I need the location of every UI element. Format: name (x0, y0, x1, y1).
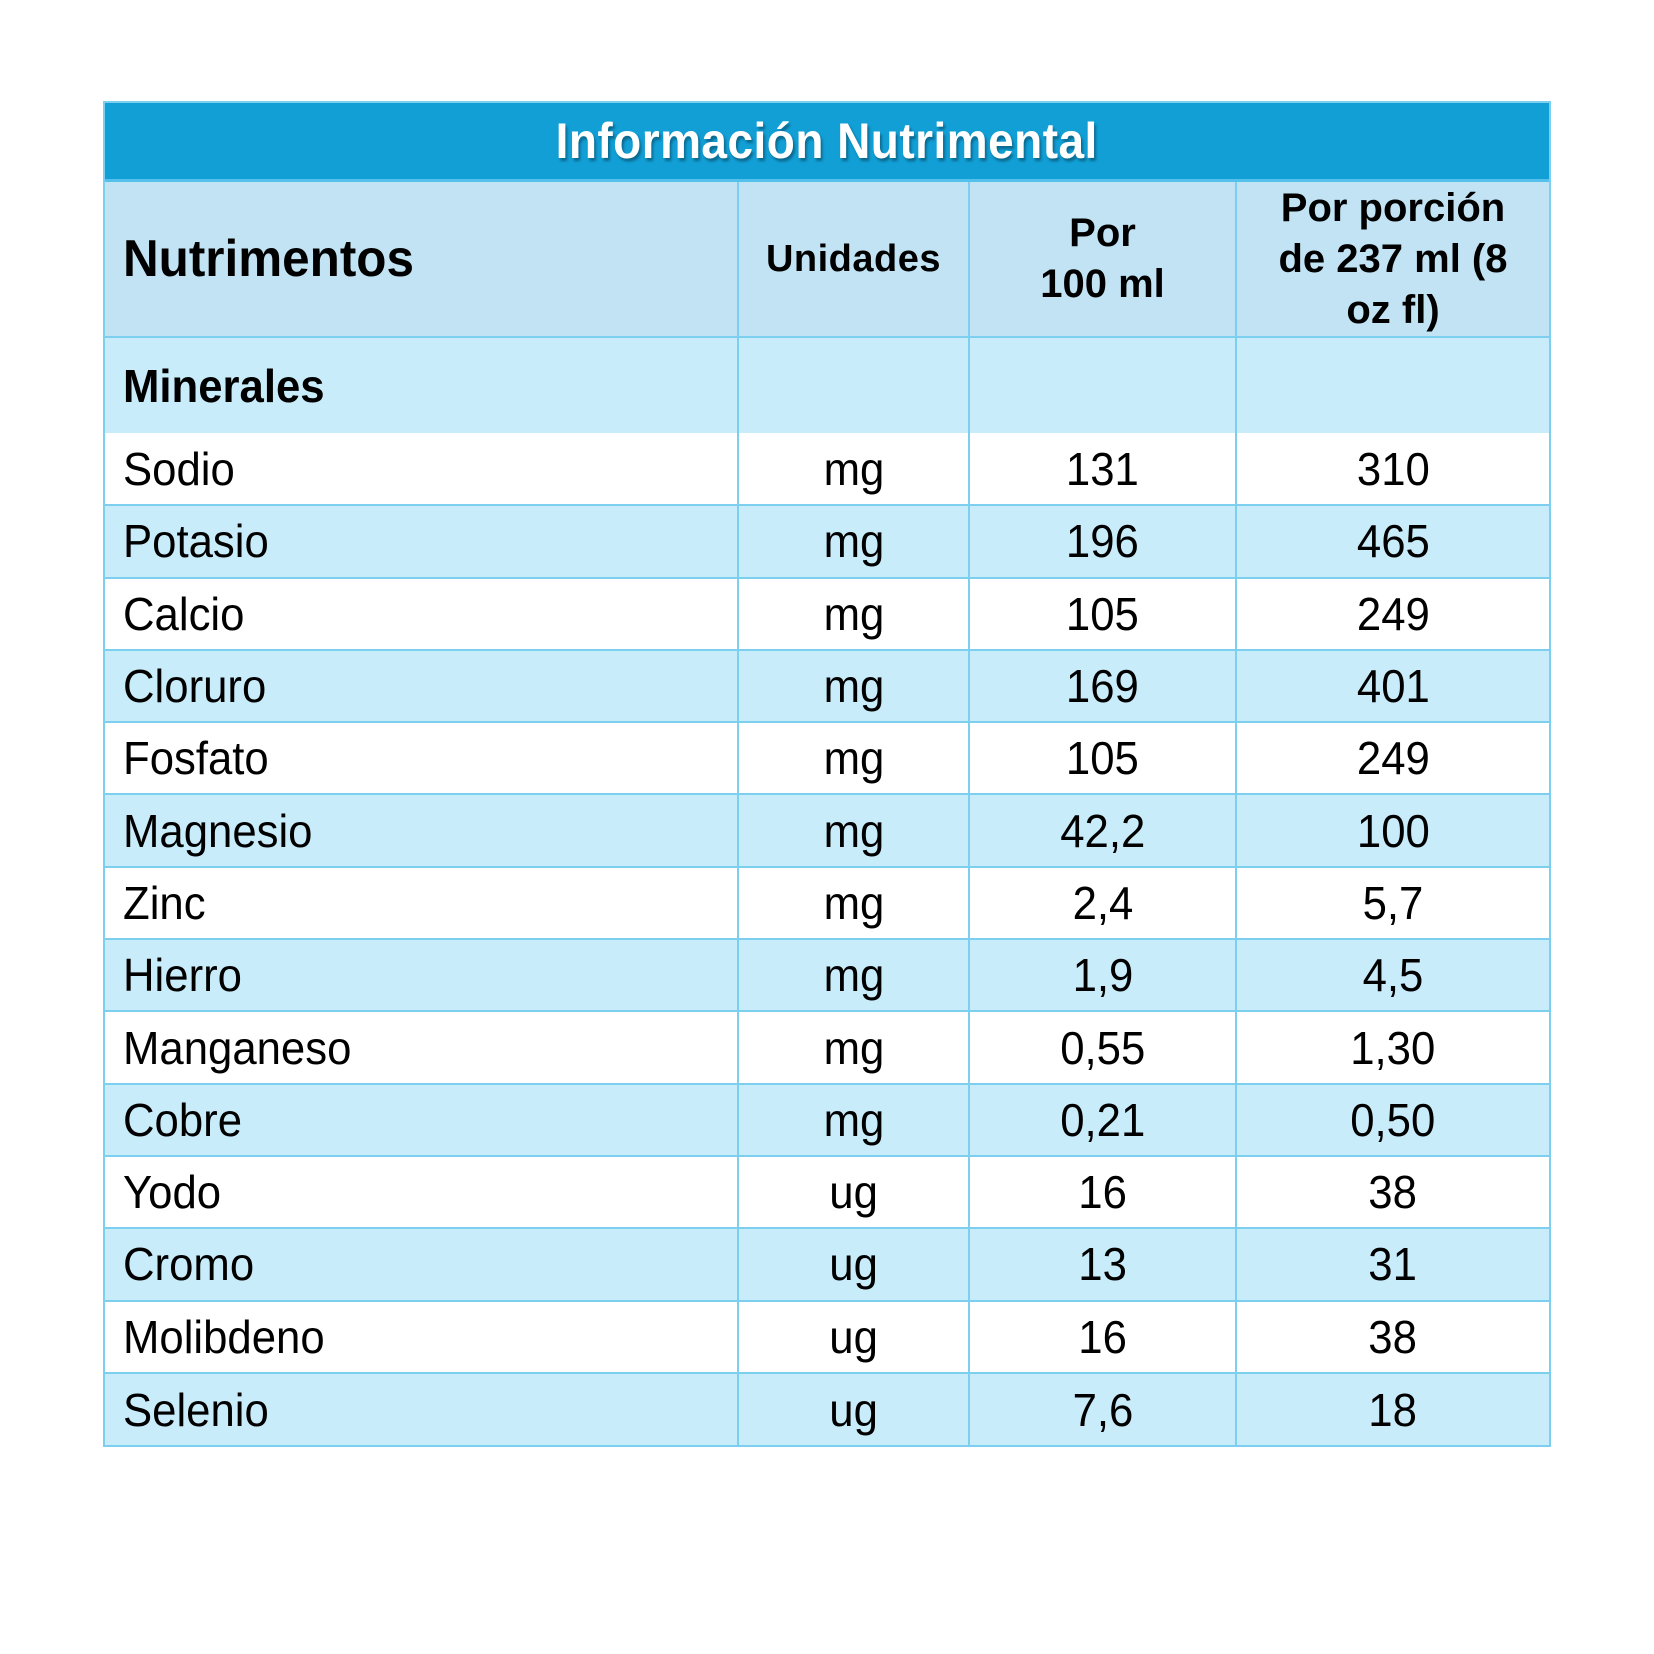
per-100ml-cell: 169 (968, 648, 1237, 724)
section-row-minerales: Minerales (105, 336, 1549, 433)
table-row: Potasio mg 196 465 (105, 504, 1549, 579)
section-empty-cell (968, 336, 1237, 433)
unit-cell: mg (737, 433, 970, 507)
nutrient-cell: Fosfato (105, 721, 739, 796)
table-row: Zinc mg 2,4 5,7 (105, 865, 1549, 941)
unit-cell: ug (737, 1154, 970, 1230)
nutrient-cell: Selenio (105, 1371, 739, 1446)
table-row: Hierro mg 1,9 4,5 (105, 938, 1549, 1013)
unit-cell: ug (737, 1227, 970, 1302)
per-100ml-cell: 105 (968, 721, 1237, 796)
nutrition-table: Información Nutrimental Nutrimentos Unid… (103, 101, 1551, 1448)
section-empty-cell (1235, 336, 1549, 433)
per-serving-cell: 18 (1235, 1371, 1549, 1446)
table-row: Calcio mg 105 249 (105, 576, 1549, 651)
nutrient-cell: Potasio (105, 504, 739, 579)
per-100ml-cell: 2,4 (968, 865, 1237, 941)
table-body: Sodio mg 131 310 Potasio mg 196 465 Calcio mg 105 2… (105, 433, 1549, 1446)
per-serving-cell: 1,30 (1235, 1010, 1549, 1085)
unit-cell: mg (737, 576, 970, 651)
unit-cell: mg (737, 1010, 970, 1085)
table-row: Yodo ug 16 38 (105, 1154, 1549, 1230)
per-serving-cell: 401 (1235, 648, 1549, 724)
per-serving-cell: 249 (1235, 721, 1549, 796)
unit-cell: mg (737, 865, 970, 941)
unit-cell: mg (737, 938, 970, 1013)
per-100ml-cell: 196 (968, 504, 1237, 579)
section-empty-cell (737, 336, 970, 433)
header-row: Nutrimentos Unidades Por 100 ml Por porc… (105, 182, 1549, 338)
unit-cell: mg (737, 793, 970, 868)
table-row: Cloruro mg 169 401 (105, 648, 1549, 724)
nutrient-cell: Molibdeno (105, 1299, 739, 1374)
per-serving-cell: 4,5 (1235, 938, 1549, 1013)
header-per-100ml: Por 100 ml (968, 182, 1237, 338)
per-serving-cell: 249 (1235, 576, 1549, 651)
table-row: Fosfato mg 105 249 (105, 721, 1549, 796)
per-100ml-cell: 0,55 (968, 1010, 1237, 1085)
table-row: Sodio mg 131 310 (105, 433, 1549, 507)
nutrient-cell: Cromo (105, 1227, 739, 1302)
section-label: Minerales (105, 336, 739, 433)
per-serving-cell: 0,50 (1235, 1082, 1549, 1157)
unit-cell: ug (737, 1371, 970, 1446)
per-100ml-cell: 7,6 (968, 1371, 1237, 1446)
per-100ml-cell: 13 (968, 1227, 1237, 1302)
per-serving-cell: 465 (1235, 504, 1549, 579)
per-100ml-cell: 105 (968, 576, 1237, 651)
per-100ml-cell: 0,21 (968, 1082, 1237, 1157)
header-per-serving: Por porción de 237 ml (8 oz fl) (1235, 182, 1549, 338)
per-serving-cell: 100 (1235, 793, 1549, 868)
per-100ml-cell: 16 (968, 1299, 1237, 1374)
nutrient-cell: Calcio (105, 576, 739, 651)
nutrient-cell: Zinc (105, 865, 739, 941)
nutrient-cell: Yodo (105, 1154, 739, 1230)
table-row: Cromo ug 13 31 (105, 1227, 1549, 1302)
per-serving-cell: 38 (1235, 1154, 1549, 1230)
nutrition-grid: Nutrimentos Unidades Por 100 ml Por porc… (105, 182, 1549, 1446)
per-100ml-cell: 1,9 (968, 938, 1237, 1013)
table-row: Manganeso mg 0,55 1,30 (105, 1010, 1549, 1085)
table-row: Selenio ug 7,6 18 (105, 1371, 1549, 1446)
unit-cell: mg (737, 1082, 970, 1157)
table-row: Cobre mg 0,21 0,50 (105, 1082, 1549, 1157)
per-100ml-cell: 16 (968, 1154, 1237, 1230)
unit-cell: mg (737, 721, 970, 796)
nutrient-cell: Magnesio (105, 793, 739, 868)
header-units: Unidades (737, 182, 970, 338)
nutrient-cell: Cobre (105, 1082, 739, 1157)
table-row: Magnesio mg 42,2 100 (105, 793, 1549, 868)
per-100ml-cell: 42,2 (968, 793, 1237, 868)
nutrient-cell: Sodio (105, 433, 739, 507)
table-title-band: Información Nutrimental (105, 103, 1549, 182)
nutrient-cell: Cloruro (105, 648, 739, 724)
unit-cell: mg (737, 504, 970, 579)
per-serving-cell: 38 (1235, 1299, 1549, 1374)
table-title: Información Nutrimental (555, 113, 1099, 169)
unit-cell: ug (737, 1299, 970, 1374)
per-100ml-cell: 131 (968, 433, 1237, 507)
per-serving-cell: 5,7 (1235, 865, 1549, 941)
per-serving-cell: 310 (1235, 433, 1549, 507)
table-row: Molibdeno ug 16 38 (105, 1299, 1549, 1374)
per-serving-cell: 31 (1235, 1227, 1549, 1302)
nutrient-cell: Manganeso (105, 1010, 739, 1085)
nutrient-cell: Hierro (105, 938, 739, 1013)
header-nutrient: Nutrimentos (105, 182, 739, 338)
unit-cell: mg (737, 648, 970, 724)
